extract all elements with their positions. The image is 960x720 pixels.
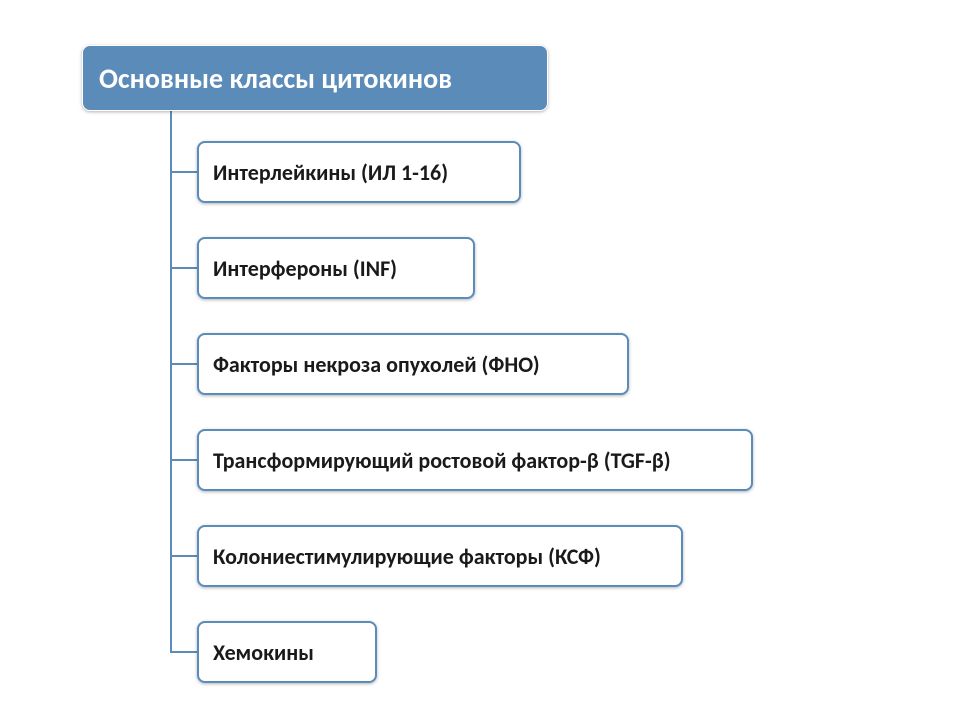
title-text: Основные классы цитокинов — [99, 61, 452, 96]
child-box: Интерлейкины (ИЛ 1-16) — [197, 141, 521, 203]
diagram-canvas: Основные классы цитокинов Интерлейкины (… — [0, 0, 960, 720]
child-label: Колониестимулирующие факторы (КСФ) — [213, 543, 601, 570]
connector-branch — [170, 459, 197, 461]
child-box: Факторы некроза опухолей (ФНО) — [197, 333, 629, 395]
child-label: Факторы некроза опухолей (ФНО) — [213, 351, 540, 378]
connector-branch — [170, 171, 197, 173]
connector-branch — [170, 555, 197, 557]
child-box: Трансформирующий ростовой фактор-β (TGF-… — [197, 429, 753, 491]
connector-branch — [170, 651, 197, 653]
child-box: Колониестимулирующие факторы (КСФ) — [197, 525, 683, 587]
title-box: Основные классы цитокинов — [82, 45, 548, 111]
child-box: Хемокины — [197, 621, 377, 683]
child-label: Интерфероны (INF) — [213, 255, 397, 282]
child-label: Хемокины — [213, 639, 314, 666]
connector-branch — [170, 363, 197, 365]
connector-trunk — [170, 111, 172, 652]
connector-branch — [170, 267, 197, 269]
child-label: Трансформирующий ростовой фактор-β (TGF-… — [213, 447, 671, 474]
child-box: Интерфероны (INF) — [197, 237, 475, 299]
child-label: Интерлейкины (ИЛ 1-16) — [213, 159, 448, 186]
